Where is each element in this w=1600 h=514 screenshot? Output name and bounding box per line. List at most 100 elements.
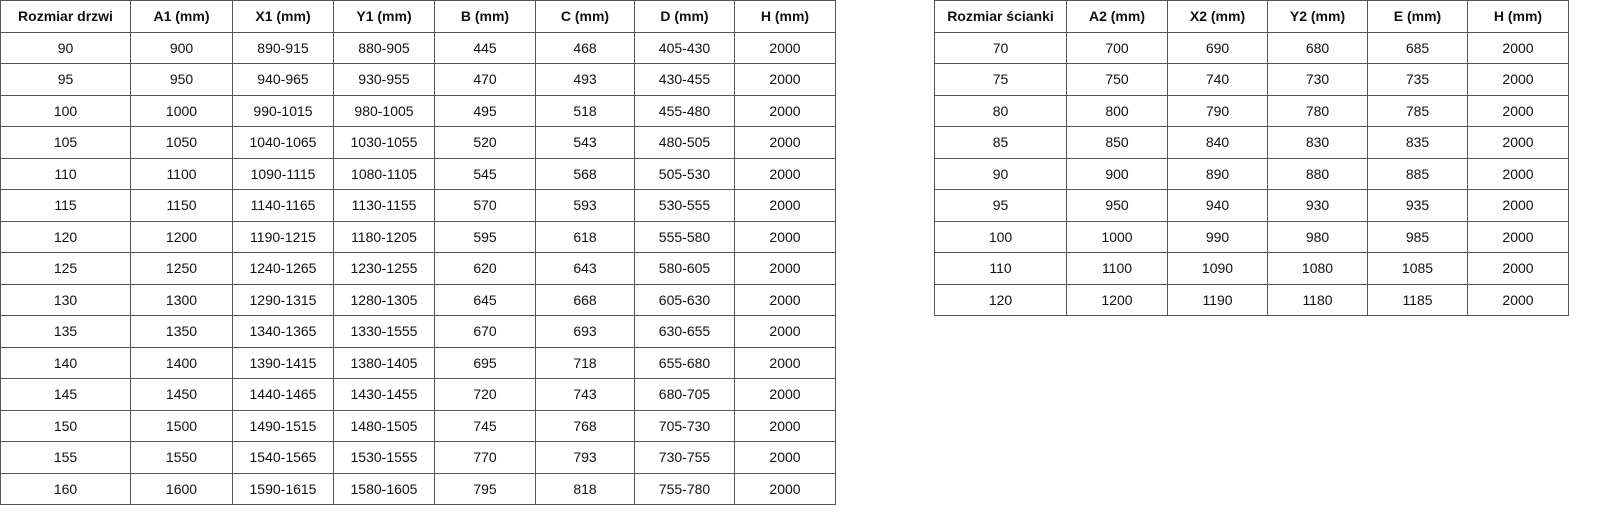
table-cell: 880-905 [333, 31, 435, 64]
column-header: Y1 (mm) [333, 0, 435, 33]
table-cell: 1550 [130, 441, 233, 474]
table-cell: 155 [0, 441, 131, 474]
table-cell: 1250 [130, 252, 233, 285]
table-cell: 940-965 [232, 63, 334, 96]
table-cell: 2000 [734, 63, 836, 96]
table-cell: 818 [535, 472, 635, 505]
table-cell: 110 [934, 252, 1067, 285]
table-row: 120 1200 1190-1215 1180-1205 595 618 555-580 20… [0, 220, 836, 253]
column-header: A1 (mm) [130, 0, 233, 33]
table-cell: 1330-1555 [333, 315, 435, 348]
table-cell: 1180-1205 [333, 220, 435, 253]
table-cell: 2000 [734, 94, 836, 127]
column-header: H (mm) [1467, 0, 1569, 33]
table-cell: 643 [535, 252, 635, 285]
column-header: X2 (mm) [1167, 0, 1268, 33]
table-cell: 2000 [1467, 31, 1569, 64]
table-cell: 120 [934, 283, 1067, 316]
header-row: Rozmiar drzwi A1 (mm) X1 (mm) Y1 (mm) B (mm)… [0, 0, 836, 33]
table-cell: 620 [434, 252, 536, 285]
table-cell: 690 [1167, 31, 1268, 64]
table-cell: 745 [434, 409, 536, 442]
table-cell: 830 [1267, 126, 1368, 159]
table-cell: 545 [434, 157, 536, 190]
table-cell: 1530-1555 [333, 441, 435, 474]
table-cell: 593 [535, 189, 635, 222]
table-cell: 2000 [1467, 189, 1569, 222]
table-cell: 2000 [734, 315, 836, 348]
table-cell: 145 [0, 378, 131, 411]
table-row: 145 1450 1440-1465 1430-1455 720 743 680-705 20… [0, 378, 836, 411]
table-cell: 580-605 [634, 252, 735, 285]
table-cell: 768 [535, 409, 635, 442]
table-cell: 1600 [130, 472, 233, 505]
table-cell: 720 [434, 378, 536, 411]
table-cell: 135 [0, 315, 131, 348]
table-cell: 770 [434, 441, 536, 474]
table-cell: 1440-1465 [232, 378, 334, 411]
table-cell: 755-780 [634, 472, 735, 505]
table-cell: 2000 [734, 283, 836, 316]
table-cell: 2000 [734, 441, 836, 474]
door-size-table: Rozmiar drzwi A1 (mm) X1 (mm) Y1 (mm) B (mm)… [0, 0, 836, 505]
table-cell: 695 [434, 346, 536, 379]
table-cell: 1000 [1066, 220, 1168, 253]
table-cell: 850 [1066, 126, 1168, 159]
table-cell: 1085 [1367, 252, 1468, 285]
table-row: 75 750 740 730 735 2000 [934, 63, 1569, 96]
table-cell: 890 [1167, 157, 1268, 190]
table-cell: 100 [0, 94, 131, 127]
table-cell: 1430-1455 [333, 378, 435, 411]
table-cell: 1080-1105 [333, 157, 435, 190]
table-cell: 880 [1267, 157, 1368, 190]
table-cell: 1390-1415 [232, 346, 334, 379]
table-cell: 900 [130, 31, 233, 64]
table-cell: 1140-1165 [232, 189, 334, 222]
table-cell: 940 [1167, 189, 1268, 222]
table-cell: 990-1015 [232, 94, 334, 127]
table-cell: 570 [434, 189, 536, 222]
table-cell: 1130-1155 [333, 189, 435, 222]
table-row: 130 1300 1290-1315 1280-1305 645 668 605-630 20… [0, 283, 836, 316]
table-row: 155 1550 1540-1565 1530-1555 770 793 730-755 20… [0, 441, 836, 474]
table-row: 85 850 840 830 835 2000 [934, 126, 1569, 159]
table-cell: 2000 [1467, 283, 1569, 316]
wall-size-table: Rozmiar ścianki A2 (mm) X2 (mm) Y2 (mm) E (m… [934, 0, 1569, 316]
table-cell: 1000 [130, 94, 233, 127]
table-cell: 1030-1055 [333, 126, 435, 159]
table-cell: 680-705 [634, 378, 735, 411]
table-cell: 1240-1265 [232, 252, 334, 285]
table-cell: 890-915 [232, 31, 334, 64]
table-cell: 900 [1066, 157, 1168, 190]
table-cell: 595 [434, 220, 536, 253]
table-cell: 2000 [1467, 94, 1569, 127]
table-cell: 1200 [1066, 283, 1168, 316]
table-cell: 493 [535, 63, 635, 96]
table-cell: 1350 [130, 315, 233, 348]
table-cell: 795 [434, 472, 536, 505]
table-cell: 730-755 [634, 441, 735, 474]
table-cell: 95 [934, 189, 1067, 222]
table-cell: 645 [434, 283, 536, 316]
table-cell: 1050 [130, 126, 233, 159]
table-cell: 70 [934, 31, 1067, 64]
table-cell: 85 [934, 126, 1067, 159]
table-cell: 780 [1267, 94, 1368, 127]
table-cell: 1290-1315 [232, 283, 334, 316]
table-cell: 980-1005 [333, 94, 435, 127]
table-cell: 740 [1167, 63, 1268, 96]
table-cell: 1590-1615 [232, 472, 334, 505]
table-cell: 1230-1255 [333, 252, 435, 285]
table-cell: 700 [1066, 31, 1168, 64]
table-cell: 430-455 [634, 63, 735, 96]
table-cell: 985 [1367, 220, 1468, 253]
table-row: 125 1250 1240-1265 1230-1255 620 643 580-605 20… [0, 252, 836, 285]
table-cell: 618 [535, 220, 635, 253]
table-cell: 1190 [1167, 283, 1268, 316]
column-header: Y2 (mm) [1267, 0, 1368, 33]
table-cell: 110 [0, 157, 131, 190]
table-cell: 2000 [1467, 220, 1569, 253]
table-row: 90 900 890-915 880-905 445 468 405-430 2000 [0, 31, 836, 64]
table-cell: 495 [434, 94, 536, 127]
table-cell: 445 [434, 31, 536, 64]
